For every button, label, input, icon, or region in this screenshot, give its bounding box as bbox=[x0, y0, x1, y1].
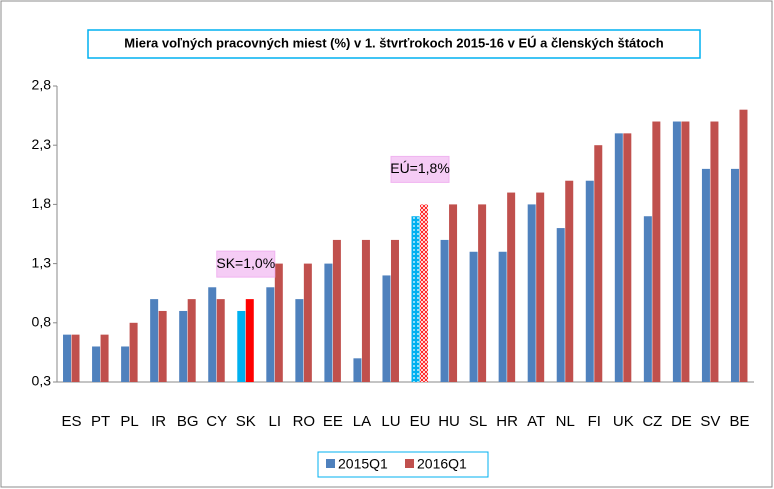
bar bbox=[208, 287, 217, 382]
bar bbox=[701, 168, 710, 382]
x-tick-label: ES bbox=[62, 413, 82, 430]
bar bbox=[652, 121, 661, 383]
bar bbox=[681, 121, 690, 383]
legend-label: 2016Q1 bbox=[417, 456, 467, 472]
annotation-box bbox=[390, 155, 450, 183]
bar bbox=[237, 310, 246, 382]
bar bbox=[527, 204, 536, 382]
bar bbox=[498, 251, 507, 382]
bar bbox=[303, 263, 312, 382]
bar bbox=[129, 322, 138, 382]
chart-title: Miera voľných pracovných miest (%) v 1. … bbox=[124, 35, 663, 50]
x-tick-label: PL bbox=[120, 413, 138, 430]
y-tick-label: 0,8 bbox=[32, 314, 52, 330]
bar bbox=[324, 263, 333, 382]
x-tick-label: LI bbox=[269, 413, 282, 430]
x-tick-label: SV bbox=[700, 413, 720, 430]
x-tick-label: BE bbox=[729, 413, 749, 430]
x-tick-label: BG bbox=[177, 413, 199, 430]
x-tick-label: IR bbox=[151, 413, 166, 430]
bar bbox=[440, 239, 449, 382]
x-tick-label: DE bbox=[671, 413, 692, 430]
x-tick-label: SK bbox=[236, 413, 256, 430]
bar bbox=[245, 299, 254, 382]
x-tick-label: AT bbox=[527, 413, 545, 430]
bar bbox=[469, 251, 478, 382]
bar bbox=[585, 180, 594, 382]
bar bbox=[643, 216, 652, 382]
y-tick-label: 2,3 bbox=[32, 136, 52, 152]
bar bbox=[507, 192, 516, 382]
x-tick-label: SL bbox=[469, 413, 487, 430]
bar bbox=[121, 346, 130, 382]
x-tick-label: NL bbox=[556, 413, 575, 430]
bar bbox=[150, 299, 159, 382]
x-tick-label: RO bbox=[293, 413, 316, 430]
x-tick-label: EE bbox=[323, 413, 343, 430]
bar bbox=[295, 299, 304, 382]
bar bbox=[594, 145, 603, 382]
bar bbox=[179, 310, 188, 382]
y-tick-label: 0,3 bbox=[32, 373, 52, 389]
bar bbox=[449, 204, 458, 382]
bar bbox=[100, 334, 109, 382]
x-tick-label: HR bbox=[496, 413, 518, 430]
bar bbox=[739, 109, 748, 383]
bar bbox=[71, 334, 80, 382]
x-tick-label: LU bbox=[381, 413, 400, 430]
bar bbox=[390, 239, 399, 382]
bar bbox=[730, 168, 739, 382]
x-tick-label: EU bbox=[410, 413, 431, 430]
annotation-box bbox=[216, 250, 276, 278]
bar bbox=[332, 239, 341, 382]
bar bbox=[565, 180, 574, 382]
annotation: SK=1,0% bbox=[216, 255, 275, 271]
bar bbox=[353, 358, 362, 382]
bar bbox=[158, 310, 167, 382]
bar bbox=[187, 299, 196, 382]
legend-box bbox=[317, 451, 489, 478]
bar bbox=[536, 192, 545, 382]
bar bbox=[216, 299, 225, 382]
legend-label: 2015Q1 bbox=[338, 456, 388, 472]
bar bbox=[710, 121, 719, 383]
y-tick-label: 1,8 bbox=[32, 195, 52, 211]
bar bbox=[614, 133, 623, 382]
x-tick-label: CY bbox=[206, 413, 227, 430]
annotation: EÚ=1,8% bbox=[390, 160, 450, 176]
bar bbox=[274, 263, 283, 382]
bar bbox=[411, 216, 420, 382]
x-tick-label: LA bbox=[353, 413, 371, 430]
bar bbox=[420, 204, 429, 382]
x-tick-label: FI bbox=[588, 413, 601, 430]
bar bbox=[361, 239, 370, 382]
title-box bbox=[87, 29, 701, 59]
bar bbox=[623, 133, 632, 382]
bar bbox=[92, 346, 101, 382]
bar bbox=[478, 204, 487, 382]
x-tick-label: PT bbox=[91, 413, 110, 430]
bar bbox=[382, 275, 391, 382]
legend-swatch bbox=[326, 459, 335, 468]
bar bbox=[556, 228, 565, 382]
x-tick-label: HU bbox=[438, 413, 460, 430]
y-tick-label: 2,8 bbox=[32, 77, 52, 93]
y-tick-label: 1,3 bbox=[32, 254, 52, 270]
bar bbox=[672, 121, 681, 383]
x-tick-label: UK bbox=[613, 413, 634, 430]
x-tick-label: CZ bbox=[642, 413, 662, 430]
legend-swatch bbox=[405, 459, 414, 468]
bar bbox=[63, 334, 72, 382]
bar bbox=[266, 287, 275, 382]
